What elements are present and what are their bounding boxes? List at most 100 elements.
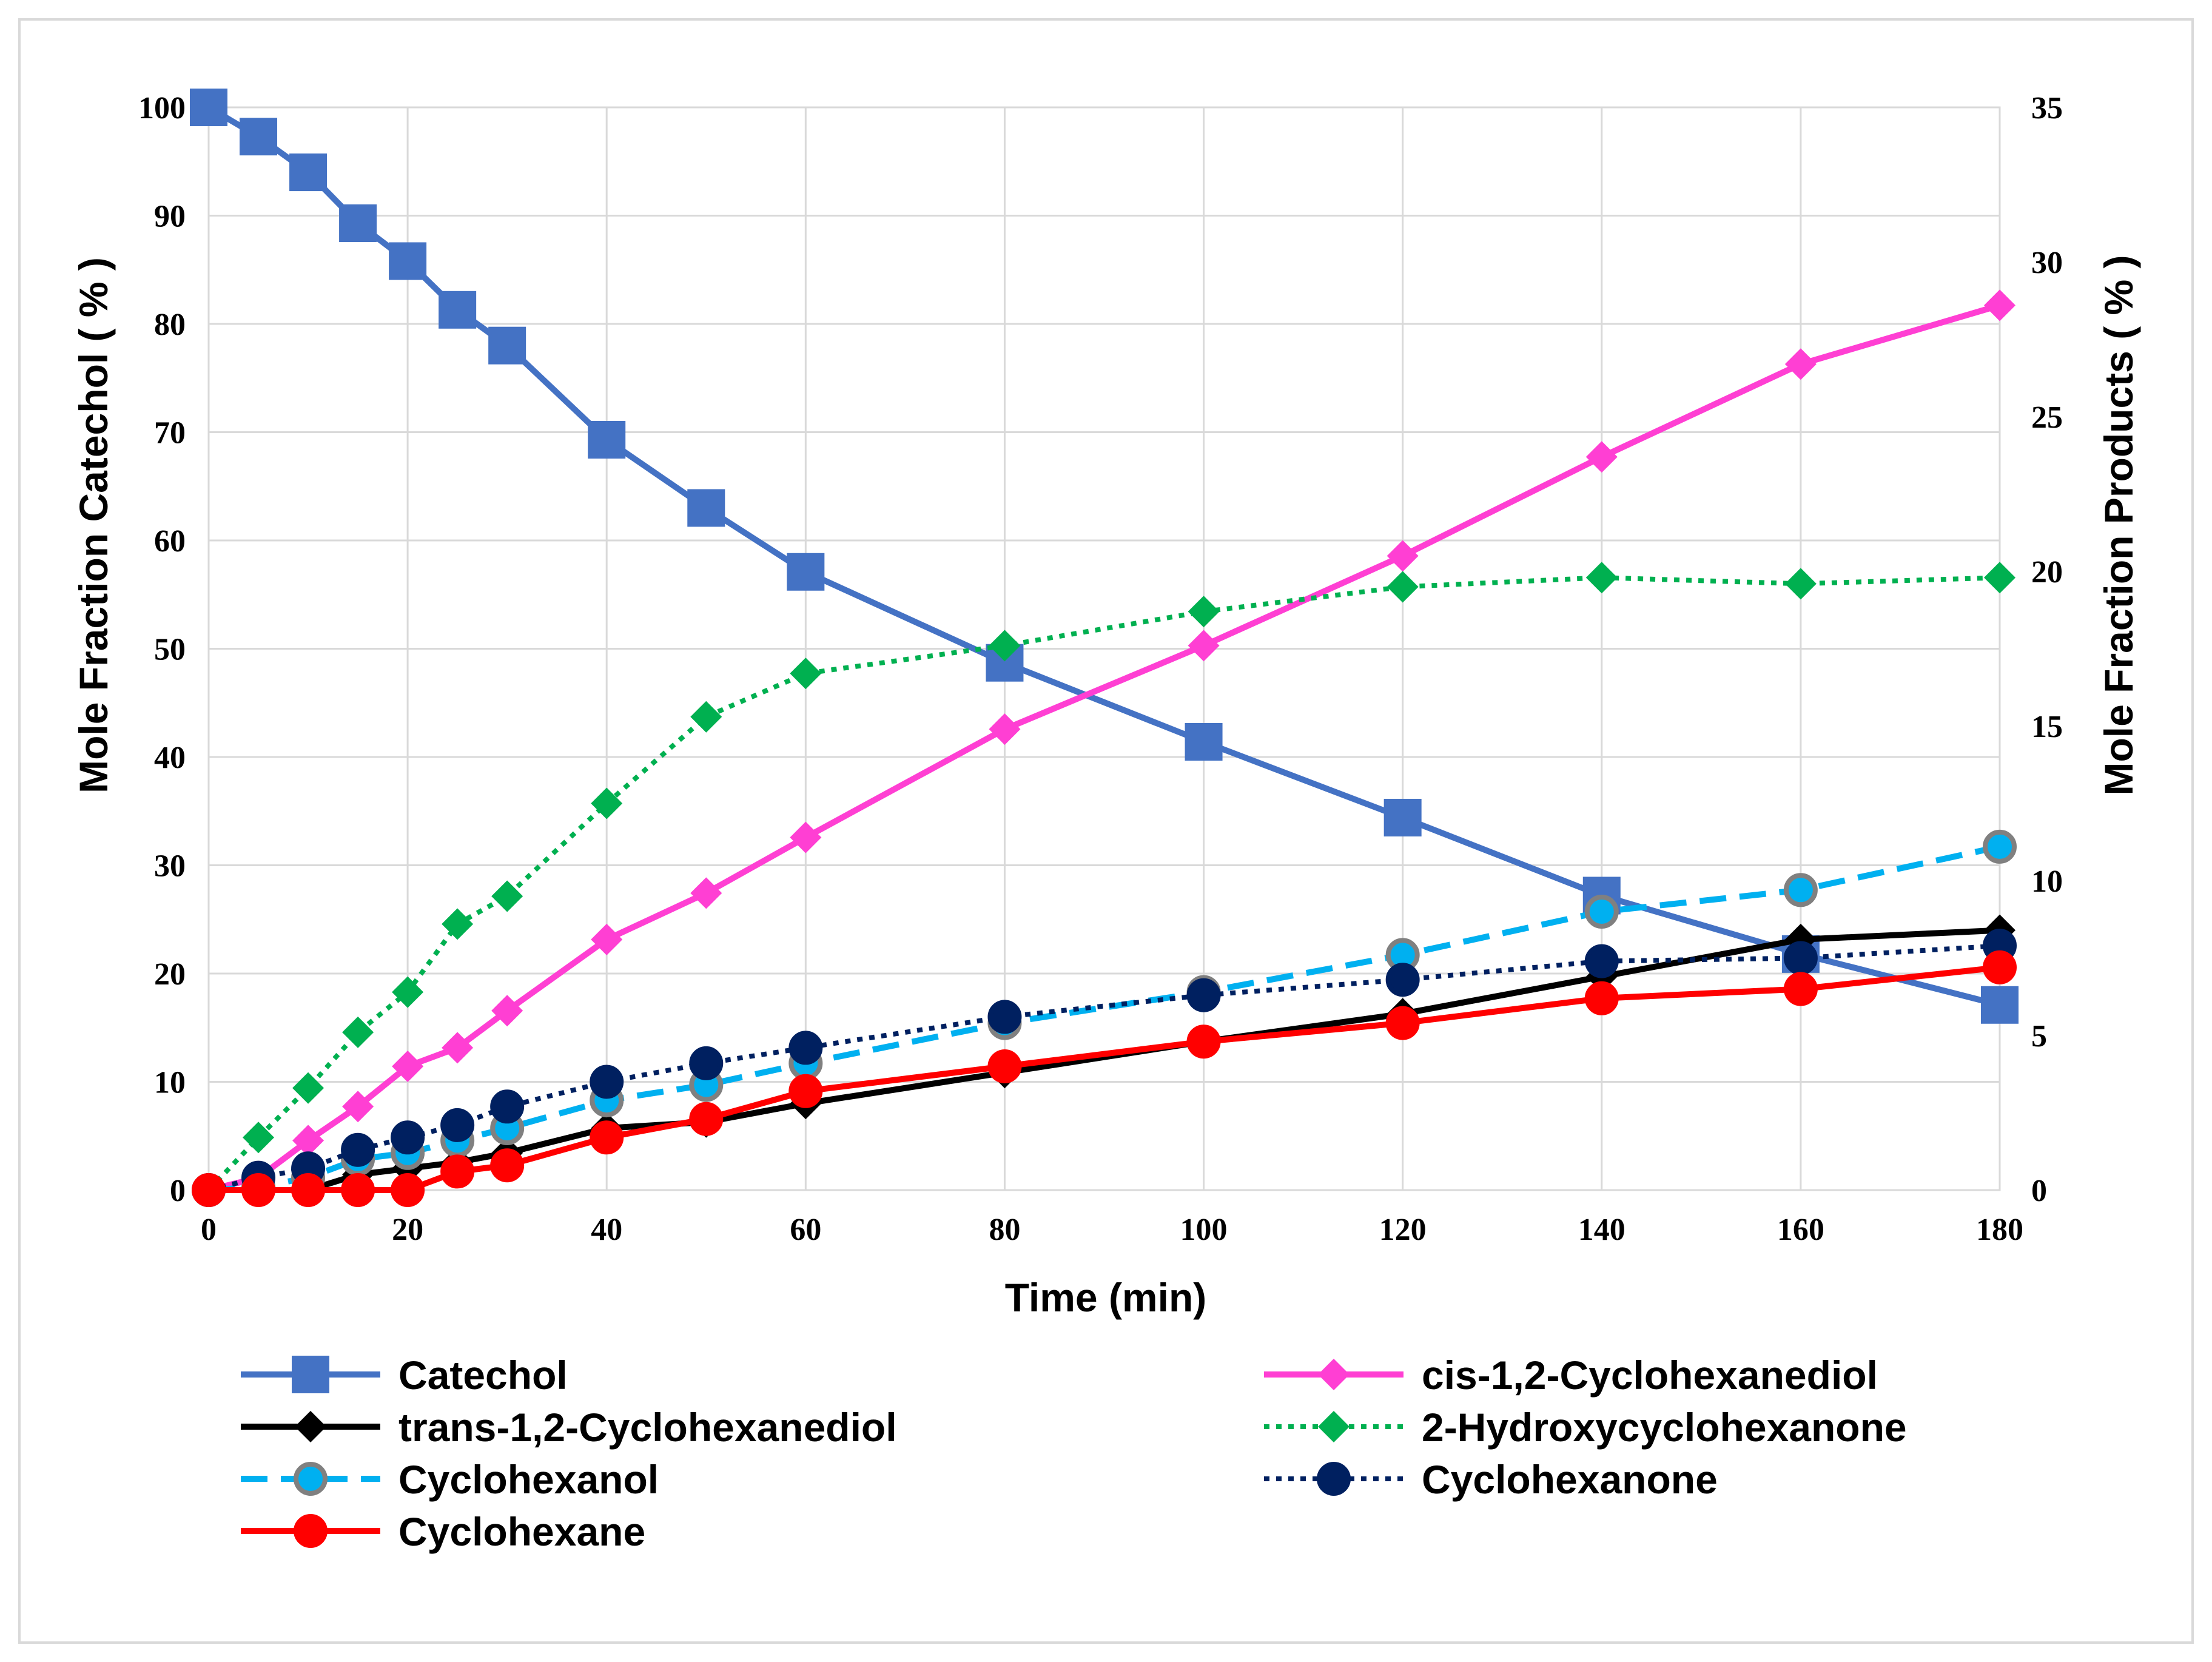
data-point [1186, 1024, 1221, 1059]
data-point [790, 821, 822, 853]
y-tick-label: 60 [154, 524, 186, 559]
legend-label: Catechol [398, 1353, 568, 1398]
data-point [690, 877, 722, 909]
plot-area-border [207, 106, 2001, 1191]
y2-tick-label: 5 [2031, 1019, 2047, 1054]
data-point [341, 1173, 375, 1207]
legend-marker [1318, 1359, 1350, 1390]
legend-item-2-hydroxycyclohexanone: 2-Hydroxycyclohexanone [1264, 1405, 1907, 1450]
data-point [291, 1173, 326, 1207]
y-tick-label: 90 [154, 200, 186, 234]
data-point [788, 1074, 823, 1108]
data-point [241, 1173, 276, 1207]
y-tick-label: 80 [154, 308, 186, 342]
data-point [590, 1065, 624, 1099]
series-layer [190, 89, 2019, 1207]
data-point [1584, 895, 1619, 929]
data-point [1983, 829, 2017, 864]
legend-marker [1318, 1411, 1350, 1442]
legend-item-cyclohexanol: Cyclohexanol [241, 1457, 659, 1502]
series-cyclohexane [192, 950, 2017, 1207]
data-point [1387, 571, 1419, 603]
legend-item-cyclohexane: Cyclohexane [241, 1509, 645, 1554]
y-tick-label: 100 [138, 91, 186, 126]
x-axis-ticks: 0 20 40 60 80 100 120 140 160 180 [201, 1213, 2023, 1247]
data-point [591, 923, 623, 955]
data-point [491, 995, 523, 1027]
data-point [389, 242, 427, 280]
y-tick-label: 30 [154, 849, 186, 884]
legend-item-trans-1-2-cyclohexanediol: trans-1,2-Cyclohexanediol [241, 1405, 897, 1450]
x-tick-label: 100 [1180, 1213, 1228, 1247]
data-point [1385, 963, 1420, 997]
y2-tick-label: 10 [2031, 864, 2063, 899]
legend-label: Cyclohexanone [1422, 1457, 1718, 1502]
data-point [339, 204, 377, 242]
data-point [1186, 978, 1221, 1012]
data-point [590, 1120, 624, 1155]
data-point [240, 118, 278, 156]
data-point [1981, 986, 2019, 1024]
legend: Catechol cis-1,2-Cyclohexanediol trans-1,2… [241, 1353, 1907, 1554]
data-point [689, 1046, 724, 1080]
gridlines [207, 106, 2001, 1191]
data-point [989, 630, 1021, 662]
data-point [192, 1173, 226, 1207]
line-chart: 0 10 20 30 40 50 60 70 80 90 100 0 5 10 15 20 25 30 35 0 2… [71, 89, 2141, 1554]
y-tick-label: 50 [154, 633, 186, 667]
series-cis-1-2-cyclohexanediol [193, 289, 2015, 1206]
x-tick-label: 160 [1777, 1213, 1824, 1247]
x-axis-title: Time (min) [1005, 1275, 1206, 1320]
data-point [987, 1049, 1022, 1083]
data-point [588, 420, 626, 459]
data-point [687, 489, 725, 527]
data-point [392, 1051, 424, 1082]
data-point [440, 1154, 475, 1189]
right-axis-ticks: 0 5 10 15 20 25 30 35 [2031, 91, 2063, 1208]
data-point [1784, 568, 1817, 600]
data-point [439, 291, 477, 329]
y2-tick-label: 15 [2031, 710, 2063, 744]
data-point [1783, 873, 1818, 907]
y2-tick-label: 35 [2031, 91, 2063, 126]
series-cyclohexanol [192, 829, 2017, 1207]
data-point [1383, 798, 1422, 836]
x-tick-label: 40 [591, 1213, 622, 1247]
data-point [1783, 941, 1818, 975]
chart-frame: 0 10 20 30 40 50 60 70 80 90 100 0 5 10 15 20 25 30 35 0 2… [18, 18, 2194, 1644]
data-point [490, 1089, 525, 1124]
data-point [1983, 950, 2017, 984]
data-point [488, 326, 526, 365]
x-tick-label: 0 [201, 1213, 217, 1247]
series-line [209, 927, 2000, 1193]
data-point [790, 658, 822, 690]
data-point [1984, 289, 2015, 321]
legend-marker [292, 1356, 329, 1393]
y2-tick-label: 25 [2031, 400, 2063, 435]
legend-marker [294, 1514, 328, 1548]
series-line [208, 844, 2001, 1193]
legend-item-catechol: Catechol [241, 1353, 568, 1398]
data-point [190, 89, 227, 126]
y2-axis-title: Mole Fraction Products ( % ) [2096, 255, 2141, 795]
data-point [1385, 1006, 1420, 1040]
data-point [1188, 596, 1220, 628]
data-point [1984, 562, 2015, 594]
data-point [440, 1108, 475, 1142]
legend-marker [1317, 1462, 1351, 1496]
legend-label: Cyclohexane [398, 1509, 645, 1554]
legend-marker [294, 1462, 328, 1496]
data-point [342, 1016, 374, 1048]
data-point [391, 1173, 425, 1207]
y2-tick-label: 0 [2031, 1174, 2047, 1208]
data-point [243, 1122, 275, 1154]
x-tick-label: 140 [1578, 1213, 1625, 1247]
y-tick-label: 10 [154, 1066, 186, 1100]
series-line [207, 302, 2001, 1193]
data-point [289, 153, 328, 192]
x-tick-label: 80 [989, 1213, 1020, 1247]
data-point [1188, 630, 1220, 662]
data-point [490, 1148, 525, 1183]
y-tick-label: 70 [154, 416, 186, 451]
x-tick-label: 20 [392, 1213, 423, 1247]
